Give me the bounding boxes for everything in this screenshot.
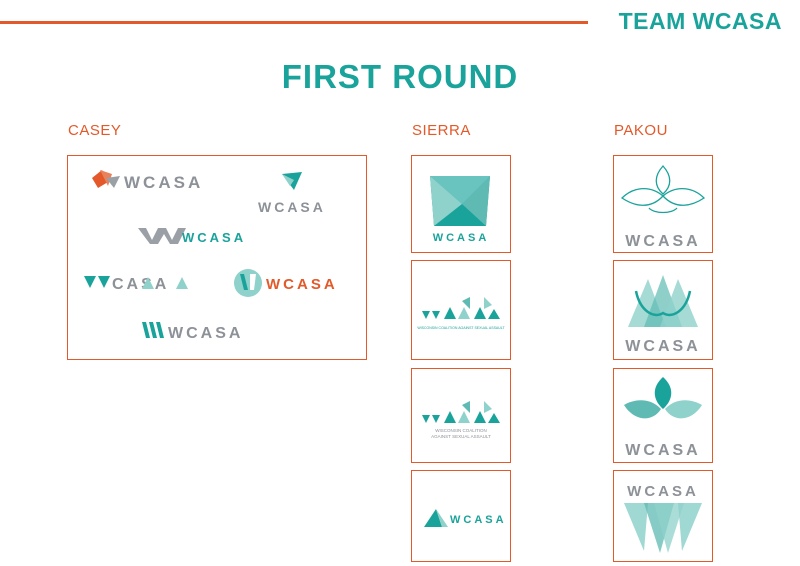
stacked-w-icon (624, 503, 702, 553)
triangle-pattern-icon (422, 297, 500, 319)
wordmark: WCASA (124, 173, 203, 192)
header-rule (0, 21, 588, 24)
folded-w-icon (138, 228, 186, 244)
wordmark: WCASA (258, 199, 326, 215)
pakou-concept-4: WCASA (613, 470, 713, 562)
logo-casey-4: CASA (84, 276, 169, 293)
tagline-line-2: AGAINST SEXUAL ASSAULT (431, 434, 491, 439)
pakou-concept-2: WCASA (613, 260, 713, 360)
triangle-icon (84, 276, 96, 288)
wordmark: WCASA (625, 442, 700, 459)
pakou-concept-1: WCASA (613, 155, 713, 253)
circle-w-icon (234, 269, 262, 297)
sierra-concept-1: WCASA (411, 155, 511, 253)
wordmark: WCASA (625, 338, 700, 355)
wordmark: WCASA (625, 233, 700, 250)
casey-logos: WCASA WCASA WCASA CASA WCASA (84, 170, 338, 342)
gray-facet-icon (106, 176, 120, 188)
tagline-line-1: WISCONSIN COALITION (435, 428, 487, 433)
column-label-sierra: SIERRA (412, 122, 471, 139)
wordmark: WCASA (168, 325, 243, 342)
wordmark: WCASA (627, 483, 699, 500)
sierra-concept-3: WISCONSIN COALITION AGAINST SEXUAL ASSAU… (411, 368, 511, 463)
logo-casey-6: WCASA (142, 322, 243, 342)
section-title: FIRST ROUND (281, 58, 519, 95)
logo-casey-3: WCASA (138, 228, 246, 245)
wordmark: WCASA (433, 232, 490, 244)
casey-concepts-board: WCASA WCASA WCASA CASA WCASA (67, 155, 367, 360)
column-label-casey: CASEY (68, 122, 122, 139)
tagline: WISCONSIN COALITION AGAINST SEXUAL ASSAU… (417, 326, 505, 330)
leaf-lotus-icon (624, 377, 702, 419)
logo-casey-2: WCASA (258, 172, 326, 215)
logo-casey-1: WCASA (92, 170, 203, 192)
logo-casey-5: WCASA (234, 269, 338, 297)
wordmark: WCASA (182, 230, 246, 245)
wordmark: CASA (112, 276, 169, 293)
overlapping-triangles-icon (628, 275, 698, 327)
lotus-outline-icon (620, 165, 706, 214)
stripes-icon (142, 322, 150, 338)
wordmark: WCASA (266, 276, 338, 293)
triangle-pattern-icon (422, 401, 500, 423)
team-title: TEAM WCASA (618, 8, 782, 34)
triangle-overlay (142, 277, 188, 289)
column-label-pakou: PAKOU (614, 122, 668, 139)
sierra-concept-2: WISCONSIN COALITION AGAINST SEXUAL ASSAU… (411, 260, 511, 360)
pakou-concept-3: WCASA (613, 368, 713, 463)
wordmark: WCASA (450, 514, 507, 526)
sierra-concept-4: WCASA (411, 470, 511, 562)
